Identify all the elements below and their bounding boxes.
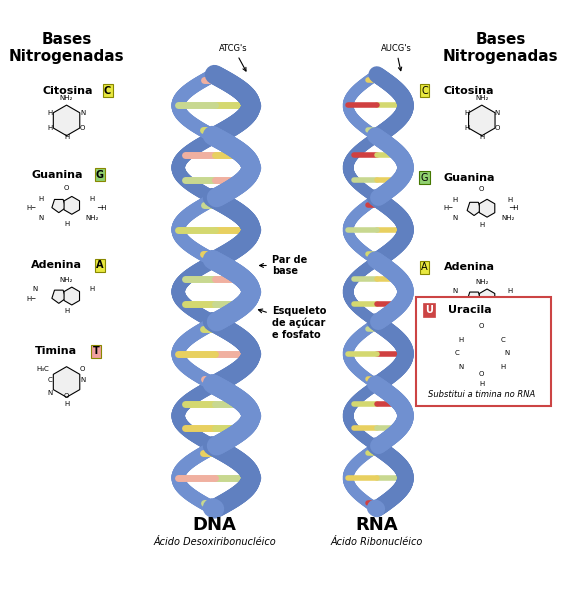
- Text: N: N: [32, 286, 37, 292]
- Text: H─: H─: [444, 205, 453, 211]
- Text: Guanina: Guanina: [31, 170, 83, 180]
- Text: Ácido Ribonucléico: Ácido Ribonucléico: [331, 538, 423, 547]
- Text: N: N: [453, 215, 458, 221]
- Text: C: C: [421, 86, 428, 96]
- Text: O: O: [479, 371, 485, 377]
- Text: H: H: [64, 134, 69, 140]
- Text: ─H: ─H: [509, 205, 519, 211]
- Text: H: H: [464, 125, 469, 131]
- Text: C: C: [104, 86, 111, 96]
- Text: O: O: [80, 365, 85, 372]
- Text: H: H: [500, 364, 506, 369]
- Text: N: N: [48, 390, 53, 396]
- Text: ─H: ─H: [97, 205, 107, 211]
- Text: H: H: [479, 222, 485, 229]
- Text: C: C: [48, 377, 53, 383]
- Text: H: H: [64, 308, 69, 314]
- Text: Esqueleto
de açúcar
e fosfato: Esqueleto de açúcar e fosfato: [258, 306, 326, 340]
- Text: Adenina: Adenina: [444, 263, 495, 273]
- Text: H: H: [464, 110, 469, 116]
- Text: H: H: [508, 197, 513, 203]
- Text: ATCG's: ATCG's: [219, 44, 248, 71]
- Text: H: H: [458, 337, 463, 343]
- Text: H: H: [90, 195, 95, 202]
- Text: RNA: RNA: [356, 516, 398, 534]
- Polygon shape: [469, 105, 495, 135]
- Text: H: H: [48, 125, 53, 131]
- Text: C: C: [500, 337, 505, 343]
- Text: H─: H─: [27, 205, 36, 211]
- Text: NH₂: NH₂: [60, 95, 73, 102]
- Text: Uracila: Uracila: [448, 305, 492, 315]
- Text: A: A: [421, 263, 428, 273]
- Text: T: T: [93, 346, 99, 356]
- Text: O: O: [64, 185, 69, 191]
- Text: A: A: [96, 261, 104, 270]
- Text: H: H: [90, 286, 95, 292]
- Text: C: C: [454, 350, 460, 356]
- Text: O: O: [494, 125, 500, 131]
- Polygon shape: [467, 292, 481, 305]
- Text: Citosina: Citosina: [444, 86, 494, 96]
- Text: H: H: [479, 381, 485, 387]
- Polygon shape: [53, 105, 80, 135]
- Text: NH₂: NH₂: [502, 215, 515, 221]
- Text: O: O: [479, 323, 485, 328]
- Text: G: G: [421, 173, 428, 183]
- Text: N: N: [495, 110, 500, 116]
- Text: AUCG's: AUCG's: [381, 44, 411, 71]
- Polygon shape: [52, 200, 66, 213]
- Text: N: N: [80, 377, 85, 383]
- Text: O: O: [80, 125, 85, 131]
- Text: G: G: [96, 170, 104, 180]
- Polygon shape: [53, 366, 80, 397]
- Polygon shape: [64, 197, 80, 214]
- Text: NH₂: NH₂: [475, 279, 488, 285]
- Text: H: H: [64, 222, 69, 228]
- Text: U: U: [425, 305, 433, 315]
- Polygon shape: [64, 287, 80, 305]
- Text: Citosina: Citosina: [43, 86, 93, 96]
- Text: N: N: [80, 110, 85, 116]
- Polygon shape: [479, 200, 495, 217]
- Polygon shape: [479, 289, 495, 307]
- Text: N: N: [38, 215, 43, 221]
- FancyBboxPatch shape: [416, 297, 552, 406]
- Text: Guanina: Guanina: [444, 173, 495, 183]
- Polygon shape: [465, 332, 498, 371]
- Text: N: N: [458, 364, 463, 369]
- Text: H: H: [508, 288, 513, 294]
- Text: DNA: DNA: [193, 516, 236, 534]
- Text: Ácido Desoxiribonucléico: Ácido Desoxiribonucléico: [153, 538, 276, 547]
- Text: H: H: [453, 197, 458, 203]
- Text: Substitui a timina no RNA: Substitui a timina no RNA: [428, 390, 536, 399]
- Text: H₃C: H₃C: [36, 365, 49, 372]
- Text: N: N: [453, 288, 458, 294]
- Text: H: H: [64, 401, 69, 407]
- Text: H: H: [38, 195, 43, 202]
- Text: Par de
base: Par de base: [260, 255, 307, 276]
- Text: H─: H─: [442, 296, 452, 302]
- Text: H: H: [48, 110, 53, 116]
- Text: N: N: [504, 350, 509, 356]
- Text: NH₂: NH₂: [60, 277, 73, 283]
- Text: Adenina: Adenina: [31, 261, 82, 270]
- Text: O: O: [64, 393, 69, 399]
- Text: Bases
Nitrogenadas: Bases Nitrogenadas: [443, 31, 559, 64]
- Polygon shape: [52, 290, 66, 304]
- Text: NH₂: NH₂: [475, 95, 488, 102]
- Text: H: H: [479, 310, 485, 316]
- Text: Bases
Nitrogenadas: Bases Nitrogenadas: [9, 31, 124, 64]
- Text: Timina: Timina: [35, 346, 77, 356]
- Polygon shape: [467, 203, 481, 216]
- Text: NH₂: NH₂: [86, 215, 99, 221]
- Text: H: H: [479, 134, 485, 140]
- Text: H─: H─: [27, 296, 36, 302]
- Text: O: O: [479, 186, 485, 192]
